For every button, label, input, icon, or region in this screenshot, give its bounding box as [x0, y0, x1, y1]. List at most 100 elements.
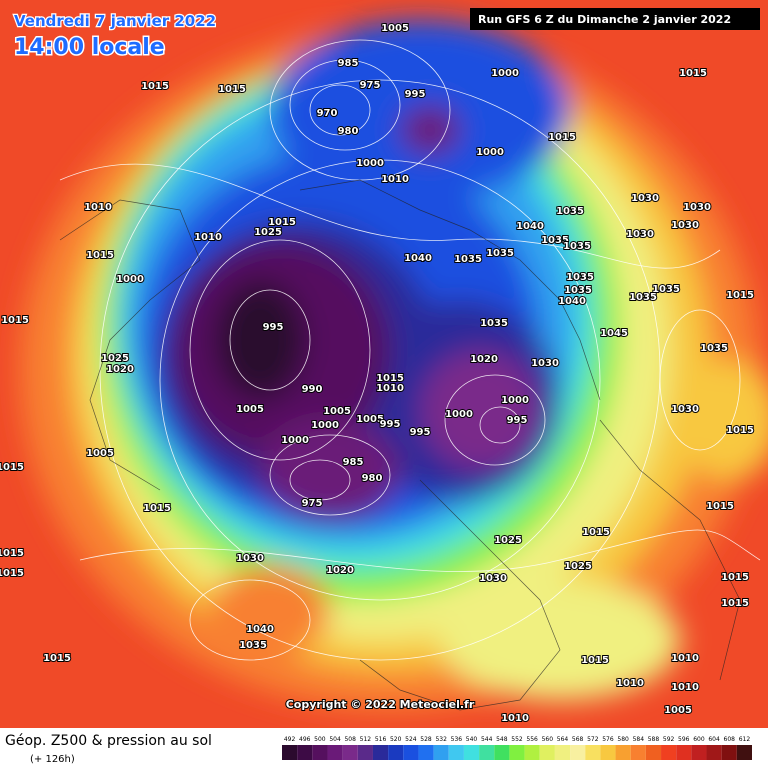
- scale-label: 496: [299, 736, 311, 743]
- pressure-label: 1010: [84, 202, 112, 213]
- color-swatch: [433, 745, 449, 760]
- scale-label: 604: [708, 736, 720, 743]
- scale-label: 560: [542, 736, 554, 743]
- run-info: Run GFS 6 Z du Dimanche 2 janvier 2022: [478, 13, 731, 26]
- scale-label: 520: [390, 736, 402, 743]
- height-field: [0, 0, 768, 728]
- pressure-label: 1015: [721, 572, 749, 583]
- color-swatch: [706, 745, 722, 760]
- pressure-label: 1040: [516, 221, 544, 232]
- pressure-label: 1000: [491, 68, 519, 79]
- scale-label: 552: [511, 736, 523, 743]
- scale-label: 612: [739, 736, 751, 743]
- pressure-label: 1015: [0, 548, 24, 559]
- pressure-label: 1005: [86, 448, 114, 459]
- scale-label: 540: [466, 736, 478, 743]
- color-swatch: [388, 745, 404, 760]
- pressure-label: 1025: [564, 561, 592, 572]
- color-swatch: [524, 745, 540, 760]
- pressure-label: 1005: [236, 404, 264, 415]
- pressure-label: 1000: [311, 420, 339, 431]
- pressure-label: 1005: [356, 414, 384, 425]
- pressure-label: 1035: [454, 254, 482, 265]
- pressure-label: 1015: [43, 653, 71, 664]
- scale-label: 596: [678, 736, 690, 743]
- scale-label: 524: [405, 736, 417, 743]
- scale-label: 528: [420, 736, 432, 743]
- pressure-label: 1000: [501, 395, 529, 406]
- color-swatch: [691, 745, 707, 760]
- color-swatch: [585, 745, 601, 760]
- scale-label: 608: [724, 736, 736, 743]
- pressure-label: 1025: [494, 535, 522, 546]
- color-swatch: [312, 745, 328, 760]
- pressure-label: 1025: [254, 227, 282, 238]
- scale-label: 512: [360, 736, 372, 743]
- scale-label: 556: [526, 736, 538, 743]
- pressure-label: 975: [302, 498, 323, 509]
- scale-label: 536: [451, 736, 463, 743]
- pressure-label: 1030: [531, 358, 559, 369]
- color-swatch: [615, 745, 631, 760]
- color-swatch: [721, 745, 737, 760]
- pressure-label: 980: [338, 126, 359, 137]
- pressure-label: 1015: [268, 217, 296, 228]
- pressure-label: 995: [410, 427, 431, 438]
- copyright: Copyright © 2022 Meteociel.fr: [286, 698, 475, 711]
- coastlines: [59, 179, 741, 711]
- color-swatch: [600, 745, 616, 760]
- scale-label: 564: [557, 736, 569, 743]
- pressure-label: 1010: [501, 713, 529, 724]
- color-swatch: [357, 745, 373, 760]
- pressure-label: 1040: [558, 296, 586, 307]
- color-swatch: [645, 745, 662, 760]
- pressure-label: 970: [317, 108, 338, 119]
- color-swatch: [372, 745, 389, 760]
- scale-label: 576: [602, 736, 614, 743]
- pressure-label: 1040: [404, 253, 432, 264]
- pressure-label: 1030: [683, 202, 711, 213]
- color-swatch: [554, 745, 571, 760]
- scale-label: 516: [375, 736, 387, 743]
- pressure-label: 1035: [480, 318, 508, 329]
- pressure-label: 975: [360, 80, 381, 91]
- pressure-label: 1030: [671, 404, 699, 415]
- color-swatch: [630, 745, 646, 760]
- pressure-label: 1010: [616, 678, 644, 689]
- scale-label: 548: [496, 736, 508, 743]
- scale-label: 500: [314, 736, 326, 743]
- pressure-label: 1000: [116, 274, 144, 285]
- pressure-label: 1040: [246, 624, 274, 635]
- color-swatch: [463, 745, 480, 760]
- color-swatch: [342, 745, 358, 760]
- pressure-label: 1035: [486, 248, 514, 259]
- scale-label: 504: [329, 736, 341, 743]
- pressure-label: 1030: [671, 220, 699, 231]
- scale-label: 508: [344, 736, 356, 743]
- pressure-label: 985: [343, 457, 364, 468]
- pressure-label: 1035: [564, 285, 592, 296]
- pressure-label: 1015: [548, 132, 576, 143]
- pressure-label: 1035: [563, 241, 591, 252]
- pressure-label: 980: [362, 473, 383, 484]
- pressure-label: 1030: [631, 193, 659, 204]
- pressure-label: 1000: [281, 435, 309, 446]
- pressure-label: 1015: [86, 250, 114, 261]
- pressure-label: 1045: [600, 328, 628, 339]
- scale-label: 572: [587, 736, 599, 743]
- pressure-label: 995: [507, 415, 528, 426]
- scale-label: 600: [693, 736, 705, 743]
- pressure-label: 1035: [700, 343, 728, 354]
- scale-label: 584: [633, 736, 645, 743]
- pressure-label: 1020: [470, 354, 498, 365]
- color-swatch: [403, 745, 419, 760]
- pressure-label: 995: [380, 419, 401, 430]
- scale-label: 532: [435, 736, 447, 743]
- pressure-label: 1010: [381, 174, 409, 185]
- pressure-label: 1035: [239, 640, 267, 651]
- color-swatch: [448, 745, 464, 760]
- pressure-label: 1015: [679, 68, 707, 79]
- pressure-label: 1035: [629, 292, 657, 303]
- run-box: [470, 8, 760, 30]
- pressure-label: 1015: [1, 315, 29, 326]
